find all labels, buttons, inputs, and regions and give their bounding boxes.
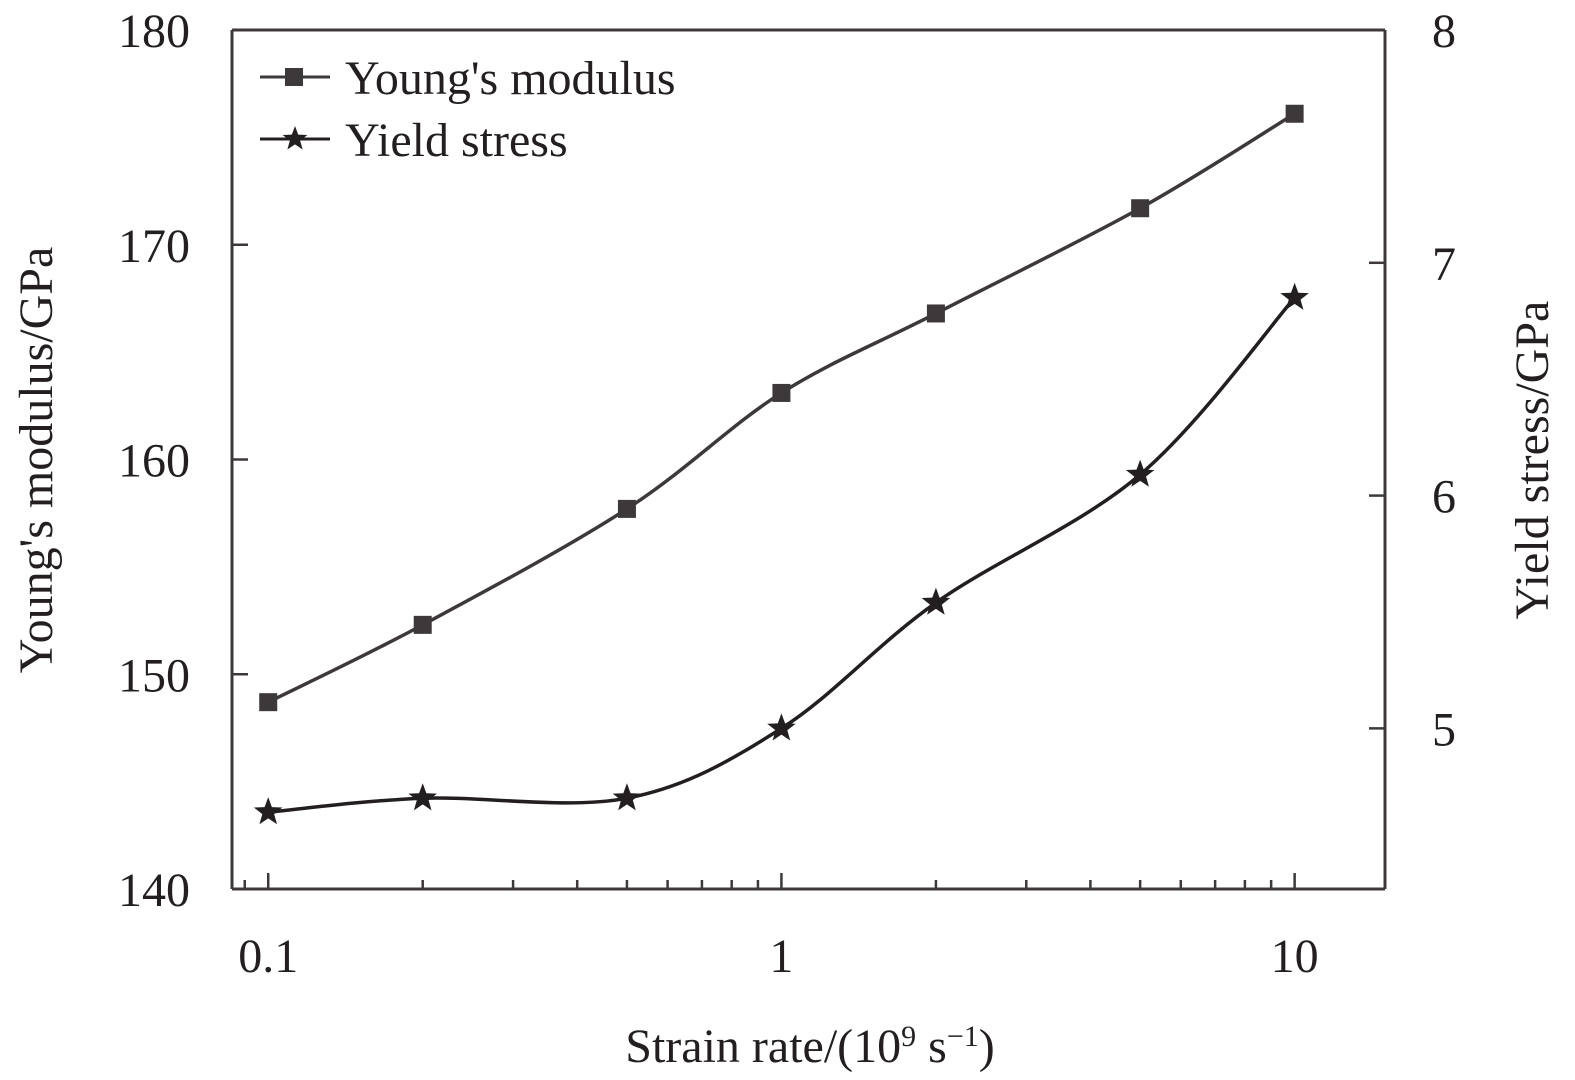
- x-axis-title: Strain rate/(109 s−1): [625, 1020, 995, 1073]
- y-right-tick-label: 8: [1432, 5, 1456, 58]
- series-layer: [253, 104, 1309, 825]
- legend-square-marker-icon: [285, 68, 303, 86]
- legend-label-youngs-modulus: Young's modulus: [345, 52, 676, 105]
- data-point-star: [1125, 459, 1155, 487]
- legend-star-marker-icon: [282, 126, 308, 150]
- y-left-tick-label: 140: [118, 864, 190, 917]
- data-point-square: [413, 615, 432, 634]
- legend-label-yield-stress: Yield stress: [345, 114, 568, 167]
- x-tick-label: 1: [769, 930, 793, 983]
- data-point-star: [921, 587, 951, 615]
- data-point-star: [408, 783, 437, 811]
- y-right-tick-label: 6: [1432, 471, 1456, 524]
- data-point-square: [259, 693, 278, 712]
- data-point-square: [1131, 199, 1150, 218]
- series-yield-stress: [253, 282, 1309, 825]
- y-left-tick-label: 150: [118, 649, 190, 702]
- data-point-star: [612, 783, 642, 811]
- y-left-tick-label: 160: [118, 435, 190, 488]
- data-point-square: [617, 499, 636, 518]
- series-line: [268, 296, 1296, 814]
- y-axis-right-title: Yield stress/GPa: [1506, 301, 1559, 620]
- data-point-star: [253, 797, 283, 825]
- data-point-square: [926, 304, 945, 323]
- data-point-star: [1280, 282, 1309, 310]
- y-axis-right-ticks: 5 6 7 8: [1369, 5, 1456, 756]
- y-left-tick-label: 180: [118, 5, 190, 58]
- y-right-tick-label: 7: [1432, 238, 1456, 291]
- x-axis-ticks: 0.1 1 10: [238, 873, 1319, 983]
- data-point-square: [772, 383, 791, 402]
- y-left-tick-label: 170: [118, 220, 190, 273]
- data-point-square: [1285, 104, 1304, 123]
- legend-item-youngs-modulus: Young's modulus: [260, 52, 676, 105]
- legend-item-yield-stress: Yield stress: [260, 114, 568, 167]
- data-point-star: [767, 713, 796, 741]
- x-tick-label: 0.1: [238, 930, 298, 983]
- y-axis-left-title: Young's modulus/GPa: [10, 247, 63, 674]
- y-axis-left-ticks: 140 150 160 170 180: [118, 5, 248, 917]
- series-young-s-modulus: [259, 104, 1304, 712]
- y-right-tick-label: 5: [1432, 703, 1456, 756]
- legend: Young's modulus Yield stress: [260, 52, 676, 167]
- x-tick-label: 10: [1271, 930, 1319, 983]
